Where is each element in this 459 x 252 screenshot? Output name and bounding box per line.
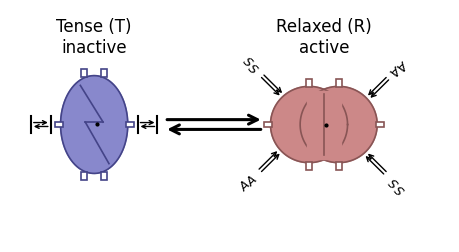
Text: S: S <box>388 173 403 188</box>
Text: S: S <box>240 55 255 69</box>
Polygon shape <box>126 122 134 128</box>
Polygon shape <box>300 87 377 163</box>
Polygon shape <box>61 76 128 174</box>
Text: Relaxed (R)
active: Relaxed (R) active <box>276 18 372 56</box>
Polygon shape <box>101 70 107 77</box>
Text: Tense (T)
inactive: Tense (T) inactive <box>56 18 132 56</box>
Polygon shape <box>81 70 87 77</box>
Bar <box>307 91 341 159</box>
Text: A: A <box>387 62 403 77</box>
Polygon shape <box>306 80 312 87</box>
Polygon shape <box>270 87 347 163</box>
Polygon shape <box>336 80 341 87</box>
Text: A: A <box>245 173 260 188</box>
Text: S: S <box>393 181 408 196</box>
Polygon shape <box>101 173 107 180</box>
Text: A: A <box>237 178 252 193</box>
Polygon shape <box>81 173 87 180</box>
Text: A: A <box>395 57 410 72</box>
Polygon shape <box>336 163 341 170</box>
Polygon shape <box>376 122 384 128</box>
Polygon shape <box>55 122 62 128</box>
Polygon shape <box>264 122 272 128</box>
Text: S: S <box>245 62 260 77</box>
Polygon shape <box>306 163 312 170</box>
